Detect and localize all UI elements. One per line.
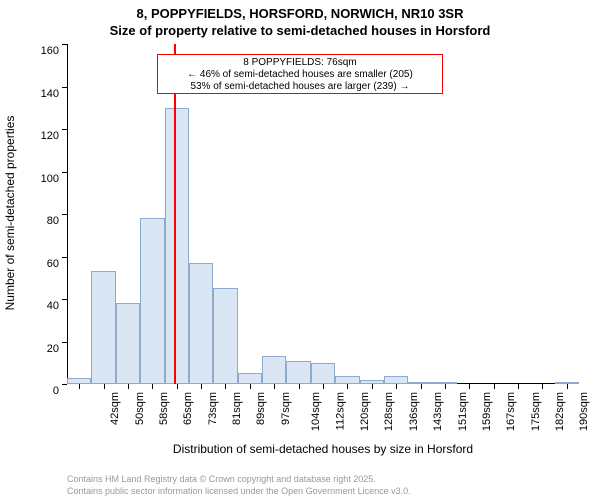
histogram-bar <box>213 288 237 384</box>
x-tick-label: 151sqm <box>457 392 469 431</box>
x-tick-mark <box>225 384 226 389</box>
histogram-bar <box>189 263 213 384</box>
histogram-bar <box>116 303 140 384</box>
y-tick-label: 40 <box>0 300 59 312</box>
y-tick-label: 120 <box>0 130 59 142</box>
histogram-bar <box>384 376 408 385</box>
title-line-2: Size of property relative to semi-detach… <box>0 23 600 38</box>
annotation-line-2: ← 46% of semi-detached houses are smalle… <box>160 69 441 81</box>
x-tick-label: 190sqm <box>579 392 591 431</box>
annotation-line-1: 8 POPPYFIELDS: 76sqm <box>160 57 441 69</box>
title-line-1: 8, POPPYFIELDS, HORSFORD, NORWICH, NR10 … <box>0 6 600 21</box>
y-tick-label: 140 <box>0 88 59 100</box>
x-tick-label: 112sqm <box>334 392 346 430</box>
x-tick-mark <box>494 384 495 389</box>
footer-line-2: Contains public sector information licen… <box>67 486 411 496</box>
y-tick-label: 80 <box>0 215 59 227</box>
x-tick-label: 104sqm <box>310 392 322 431</box>
x-tick-mark <box>250 384 251 389</box>
x-tick-label: 42sqm <box>109 392 121 425</box>
histogram-bar <box>91 271 115 384</box>
x-tick-label: 97sqm <box>280 392 292 425</box>
footer-line-1: Contains HM Land Registry data © Crown c… <box>67 474 376 484</box>
x-tick-label: 136sqm <box>408 392 420 431</box>
x-tick-label: 50sqm <box>134 392 146 425</box>
axis-left <box>67 44 68 384</box>
x-tick-mark <box>445 384 446 389</box>
x-tick-label: 81sqm <box>231 392 243 425</box>
x-tick-label: 65sqm <box>182 392 194 425</box>
y-tick-label: 20 <box>0 343 59 355</box>
x-tick-mark <box>469 384 470 389</box>
x-tick-mark <box>421 384 422 389</box>
x-tick-label: 58sqm <box>158 392 170 425</box>
x-tick-label: 143sqm <box>432 392 444 431</box>
plot-area: 8 POPPYFIELDS: 76sqm ← 46% of semi-detac… <box>67 44 579 384</box>
x-tick-mark <box>201 384 202 389</box>
annotation-box: 8 POPPYFIELDS: 76sqm ← 46% of semi-detac… <box>157 54 444 94</box>
x-tick-mark <box>372 384 373 389</box>
x-tick-mark <box>323 384 324 389</box>
x-tick-mark <box>567 384 568 389</box>
reference-marker-line <box>174 44 176 384</box>
histogram-bar <box>335 376 359 385</box>
y-tick-label: 100 <box>0 173 59 185</box>
x-tick-mark <box>79 384 80 389</box>
x-tick-mark <box>299 384 300 389</box>
x-axis-label: Distribution of semi-detached houses by … <box>67 442 579 456</box>
histogram-bar <box>262 356 286 384</box>
histogram-bar <box>140 218 164 384</box>
chart-container: 8, POPPYFIELDS, HORSFORD, NORWICH, NR10 … <box>0 0 600 500</box>
x-tick-label: 73sqm <box>207 392 219 425</box>
x-tick-label: 120sqm <box>359 392 371 431</box>
x-tick-mark <box>177 384 178 389</box>
y-tick-label: 60 <box>0 258 59 270</box>
x-tick-mark <box>274 384 275 389</box>
x-tick-label: 175sqm <box>530 392 542 431</box>
y-tick-label: 0 <box>0 385 59 397</box>
annotation-line-3: 53% of semi-detached houses are larger (… <box>160 81 441 93</box>
histogram-bar <box>165 108 189 384</box>
x-tick-label: 167sqm <box>505 392 517 431</box>
x-tick-mark <box>347 384 348 389</box>
x-tick-mark <box>128 384 129 389</box>
x-tick-label: 182sqm <box>554 392 566 431</box>
y-tick-label: 160 <box>0 45 59 57</box>
histogram-bar <box>286 361 310 384</box>
x-tick-label: 159sqm <box>481 392 493 431</box>
y-tick-mark <box>62 384 67 385</box>
x-tick-mark <box>396 384 397 389</box>
x-tick-mark <box>542 384 543 389</box>
x-tick-mark <box>152 384 153 389</box>
x-tick-mark <box>518 384 519 389</box>
histogram-bar <box>311 363 335 384</box>
x-tick-mark <box>104 384 105 389</box>
x-tick-label: 128sqm <box>384 392 396 431</box>
histogram-bar <box>238 373 262 384</box>
x-tick-label: 89sqm <box>256 392 268 425</box>
